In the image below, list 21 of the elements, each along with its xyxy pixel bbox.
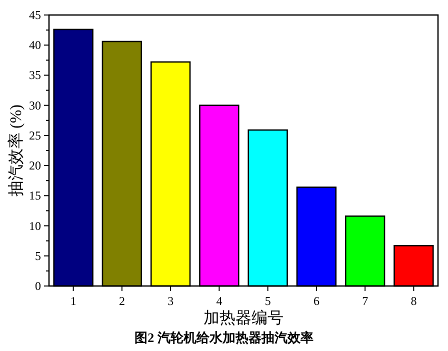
y-tick-label: 45 <box>29 8 41 22</box>
x-tick-label: 2 <box>118 294 125 308</box>
x-tick-label: 7 <box>362 294 368 308</box>
x-tick-label: 3 <box>168 294 174 308</box>
y-tick-label: 30 <box>29 98 41 112</box>
y-tick-label: 10 <box>29 218 41 233</box>
x-tick-label: 1 <box>70 294 76 308</box>
text: 图2 汽轮机给水加热器抽汽效率 <box>134 330 314 345</box>
x-axis-title: 加热器编号 <box>204 309 284 327</box>
y-tick-label: 5 <box>35 248 41 263</box>
x-tick-label: 5 <box>264 294 271 308</box>
x-tick-label: 6 <box>313 294 320 308</box>
x-tick-label: 8 <box>410 294 417 308</box>
x-tick-label: 4 <box>216 294 222 308</box>
y-tick-label: 35 <box>29 68 41 82</box>
y-tick-label: 15 <box>29 188 41 203</box>
y-tick-label: 0 <box>35 279 41 293</box>
y-tick-label: 40 <box>29 38 41 52</box>
y-tick-label: 25 <box>29 128 41 142</box>
y-axis-title: 抽汽效率 (%) <box>7 104 25 196</box>
y-tick-label: 20 <box>29 158 41 173</box>
